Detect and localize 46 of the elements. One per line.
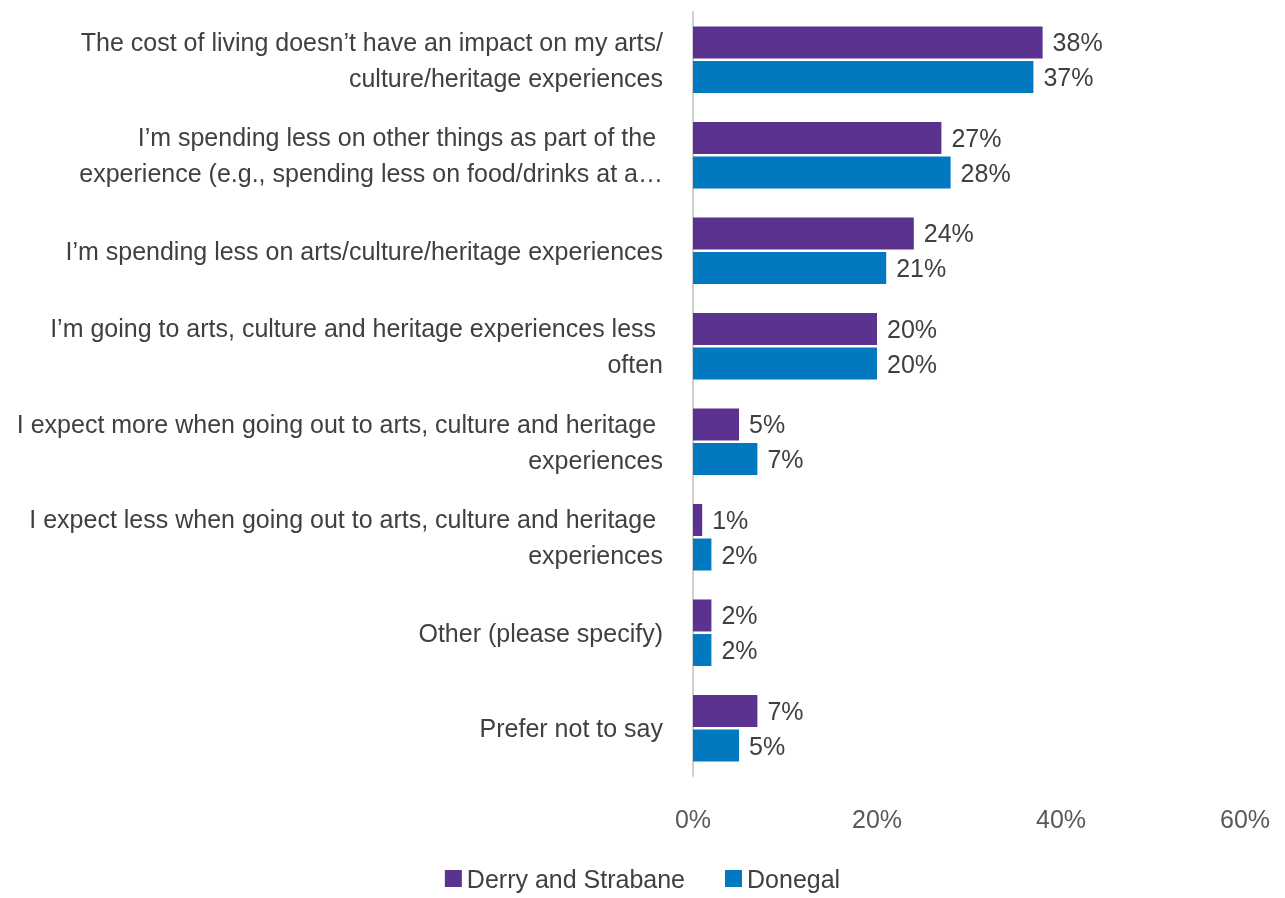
data-label: 27% — [951, 123, 1002, 152]
legend-label: Derry and Strabane — [466, 864, 686, 893]
x-tick-label: 20% — [851, 804, 903, 833]
data-label: 28% — [960, 158, 1011, 187]
bar — [693, 312, 877, 345]
bar — [693, 347, 877, 380]
bar — [693, 694, 758, 727]
data-label: 1% — [712, 505, 749, 534]
data-label: 20% — [887, 349, 938, 378]
x-tick-label: 60% — [1219, 804, 1271, 833]
bar — [693, 538, 712, 571]
data-label: 5% — [749, 731, 786, 760]
y-tick-label: Prefer not to say — [479, 714, 664, 743]
data-label: 37% — [1043, 63, 1094, 92]
y-tick-label: I expect less when going out to arts, culture and heritage experiences — [29, 505, 663, 570]
data-label: 2% — [721, 601, 758, 630]
bar — [693, 61, 1034, 94]
y-tick-label: I’m spending less on other things as part of the experience (e.g., spending less on food/drinks at a… — [79, 123, 663, 188]
bar — [693, 443, 758, 476]
y-tick-label: I expect more when going out to arts, culture and heritage experiences — [16, 409, 663, 474]
bar — [693, 729, 739, 762]
bar — [693, 408, 739, 441]
y-tick-label: I’m going to arts, culture and heritage experiences less often — [50, 314, 663, 379]
bar — [693, 634, 712, 667]
data-label: 24% — [923, 219, 974, 248]
data-label: 20% — [887, 314, 938, 343]
y-tick-label: Other (please specify) — [418, 618, 663, 647]
data-label: 2% — [721, 540, 758, 569]
legend-label: Donegal — [747, 864, 841, 893]
bar — [693, 26, 1043, 59]
data-label: 38% — [1052, 28, 1103, 57]
bar — [693, 252, 887, 285]
x-tick-label: 40% — [1035, 804, 1087, 833]
bar — [693, 503, 703, 536]
y-tick-label: The cost of living doesn’t have an impact on my arts/culture/heritage experiences — [80, 27, 664, 92]
bar — [693, 156, 951, 189]
bar — [693, 599, 712, 632]
data-label: 5% — [749, 410, 786, 439]
bar — [693, 121, 942, 154]
data-label: 7% — [767, 696, 804, 725]
bar — [693, 217, 914, 250]
data-label: 21% — [896, 254, 947, 283]
x-tick-label: 0% — [674, 804, 712, 833]
data-label: 7% — [767, 445, 804, 474]
y-tick-label: I’m spending less on arts/culture/heritage experiences — [65, 236, 663, 265]
data-label: 2% — [721, 636, 758, 665]
